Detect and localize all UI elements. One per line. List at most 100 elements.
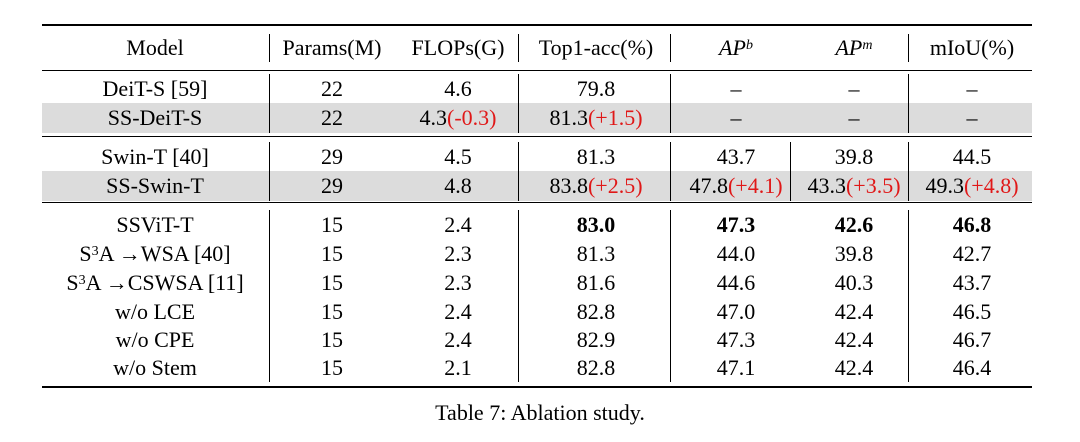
cell-apm: – [848,105,860,130]
col-header-flops: FLOPs(G) [411,35,505,60]
col-header-miou: mIoU(%) [929,35,1015,60]
table-row: DeiT-S [59] 22 4.6 79.8 – – – [42,74,1032,103]
table-row: w/o LCE 15 2.4 82.8 47.0 42.4 46.5 [42,297,1032,326]
cell-apm: – [848,75,860,101]
column-divider [269,74,270,133]
cell-apm: 42.4 [834,354,874,380]
cell-params: 15 [321,298,343,324]
apb-delta: (+4.1) [727,173,783,198]
apb-value: 47.8 [689,173,728,198]
apb-base: AP [719,35,746,60]
cell-model: SS-DeiT-S [107,105,203,130]
column-divider [670,74,671,133]
col-header-apm: AP m [798,26,910,70]
column-divider [908,74,909,133]
cell-apm: 42.4 [834,298,874,324]
column-divider [908,210,909,382]
cell-model: SSViT-T [116,211,194,237]
top1-value: 83.8 [549,173,588,198]
column-divider [670,210,671,382]
column-divider [518,142,519,201]
table-row: SS-Swin-T 29 4.8 83.8 (+2.5) 47.8 (+4.1) 4… [42,171,1032,201]
cell-miou: – [966,75,978,101]
apm-delta: (+3.5) [845,173,901,198]
top-rule [42,24,1032,26]
column-divider [670,142,671,201]
apb-sup: b [745,38,753,53]
cell-apm: 39.8 [834,240,874,266]
cell-flops: 4.3 (-0.3) [398,103,518,133]
table-row: Swin-T [40] 29 4.5 81.3 43.7 39.8 44.5 [42,142,1032,171]
cell-apb: – [730,105,742,130]
cell-flops: 4.6 [444,75,472,101]
cell-flops: 2.1 [444,354,472,380]
highlight-row [42,103,1032,133]
table-row: SS-DeiT-S 22 4.3 (-0.3) 81.3 (+1.5) – – – [42,103,1032,133]
miou-value: 49.3 [925,173,964,198]
cell-model: w/o Stem [113,354,197,380]
column-divider [908,142,909,201]
model-base: S [79,240,92,266]
group-rule [42,202,1032,203]
header-rule [42,70,1032,71]
flops-delta: (-0.3) [447,105,497,130]
column-divider [269,142,270,201]
column-divider [269,34,270,62]
flops-value: 4.3 [419,105,448,130]
cell-miou: 43.7 [952,269,992,295]
cell-miou: 44.5 [952,143,992,169]
top1-delta: (+2.5) [587,173,643,198]
column-divider [269,210,270,382]
cell-miou: 46.4 [952,354,992,380]
col-header-top1: Top1-acc(%) [538,35,654,60]
column-divider [518,74,519,133]
cell-apm: 42.4 [834,326,874,352]
cell-miou: 46.8 [952,211,992,237]
cell-params: 15 [321,211,343,237]
highlight-row [42,171,1032,201]
cell-apb: 44.0 [716,240,756,266]
col-header-params: Params(M) [282,35,382,60]
cell-flops: 2.3 [444,269,472,295]
cell-miou: – [966,105,978,130]
table-row: w/o Stem 15 2.1 82.8 47.1 42.4 46.4 [42,353,1032,382]
table-row: SSViT-T 15 2.4 83.0 47.3 42.6 46.8 [42,210,1032,239]
cell-top1: 82.8 [576,354,616,380]
cell-flops: 4.8 [444,173,472,198]
cell-params: 22 [321,105,343,130]
cell-miou: 42.7 [952,240,992,266]
miou-delta: (+4.8) [963,173,1019,198]
cell-params: 15 [321,269,343,295]
cell-apb: 47.8 (+4.1) [674,171,798,201]
cell-params: 29 [321,173,343,198]
column-divider [518,34,519,62]
cell-miou: 49.3 (+4.8) [912,171,1032,201]
cell-apm: 39.8 [834,143,874,169]
cell-model: DeiT-S [59] [102,75,208,101]
cell-params: 15 [321,354,343,380]
bottom-rule [42,386,1032,388]
cell-top1: 82.8 [576,298,616,324]
cell-params: 29 [321,143,343,169]
cell-flops: 4.5 [444,143,472,169]
model-rest: A →WSA [40] [98,240,231,266]
col-header-model: Model [126,35,184,60]
cell-apb: – [730,75,742,101]
cell-apb: 47.3 [716,326,756,352]
model-rest: A →CSWSA [11] [85,269,244,295]
cell-flops: 2.4 [444,326,472,352]
cell-model: Swin-T [40] [101,143,209,169]
cell-top1: 83.8 (+2.5) [522,171,670,201]
cell-flops: 2.4 [444,211,472,237]
cell-apb: 44.6 [716,269,756,295]
cell-top1: 81.6 [576,269,616,295]
header-row: Model Params(M) FLOPs(G) Top1-acc(%) AP b… [42,26,1032,70]
cell-top1: 79.8 [576,75,616,101]
cell-model: w/o LCE [114,298,196,324]
cell-model: SS-Swin-T [106,173,204,198]
cell-top1: 81.3 [576,143,616,169]
top1-delta: (+1.5) [587,105,643,130]
